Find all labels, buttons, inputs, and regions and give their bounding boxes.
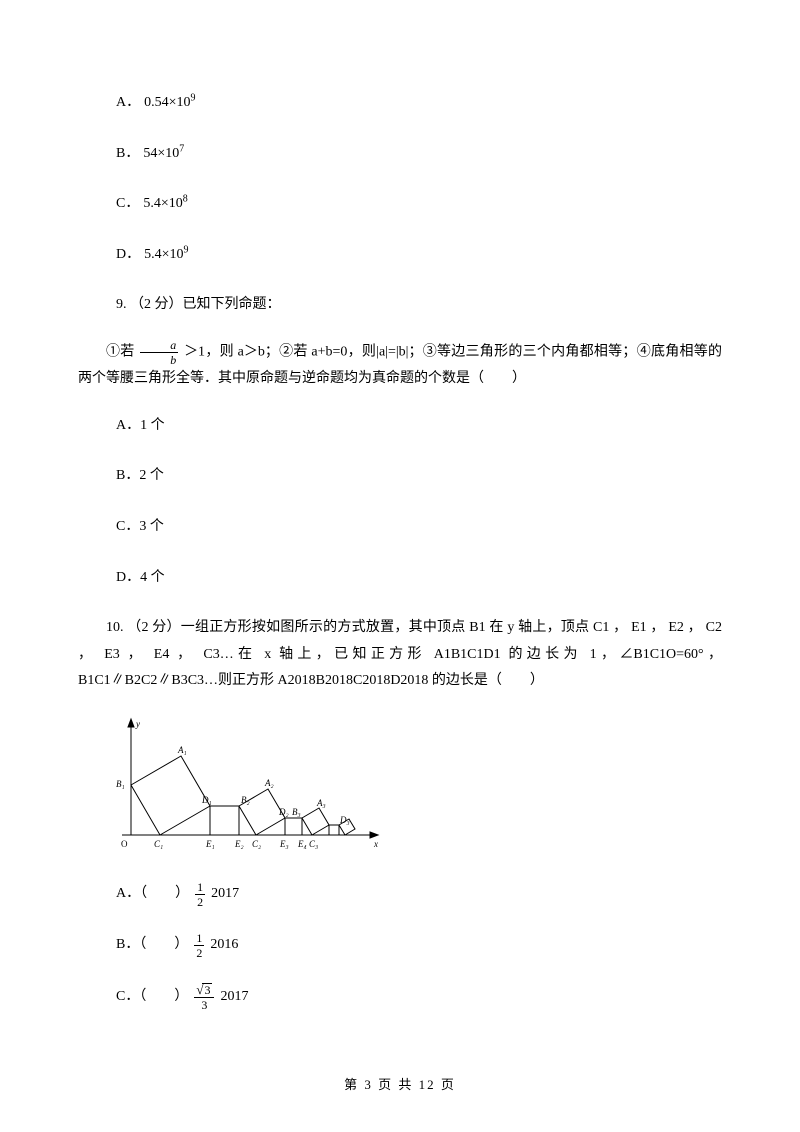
svg-text:B₃: B₃ (292, 807, 301, 817)
option-label: A．（ ） (116, 881, 189, 908)
page-content: A． 0.54×109 B． 54×107 C． 5.4×108 D． 5.4×… (0, 0, 800, 1085)
svg-text:C₂: C₂ (252, 839, 261, 849)
svg-text:O: O (121, 839, 128, 849)
fraction-icon: 1 2 (195, 881, 205, 908)
svg-text:A₂: A₂ (264, 778, 274, 788)
fraction-icon: √3 3 (194, 983, 214, 1011)
fraction-icon: 1 2 (194, 932, 204, 959)
svg-text:B₁: B₁ (116, 779, 125, 789)
fraction-a-over-b: a b (140, 339, 178, 366)
q8-option-b: B． 54×107 (78, 141, 722, 168)
svg-text:D₂: D₂ (278, 807, 289, 817)
q9-option-b: B．2 个 (78, 463, 722, 490)
exponent: 2016 (210, 932, 238, 959)
q10-option-c: C．（ ） √3 3 2017 (78, 983, 722, 1011)
svg-text:E₃: E₃ (279, 839, 289, 849)
q9-option-a: A．1 个 (78, 413, 722, 440)
exponent: 2017 (220, 984, 248, 1011)
q9-propositions: ①若 a b ＞1，则 a＞b；②若 a+b=0，则|a|=|b|；③等边三角形… (78, 339, 722, 393)
q10-figure: y x O A₁ B₁ C₁ D₁ E₁ E₂ A₂ B₂ C₂ D₂ E₃ E… (78, 715, 722, 855)
option-label: D． (116, 242, 140, 269)
q8-option-d: D． 5.4×109 (78, 242, 722, 269)
option-label: C．（ ） (116, 984, 188, 1011)
q9-option-c: C．3 个 (78, 514, 722, 541)
svg-text:y: y (135, 719, 140, 729)
option-expr: 5.4×109 (144, 242, 188, 269)
svg-text:x: x (373, 839, 378, 849)
svg-text:C₁: C₁ (154, 839, 163, 849)
option-expr: 0.54×109 (144, 90, 195, 117)
svg-text:A₃: A₃ (316, 798, 326, 808)
q10-option-a: A．（ ） 1 2 2017 (78, 881, 722, 908)
svg-text:A₁: A₁ (177, 745, 187, 755)
svg-text:E₂: E₂ (234, 839, 244, 849)
svg-text:E₄: E₄ (297, 839, 307, 849)
option-expr: 5.4×108 (143, 191, 187, 218)
q10-option-b: B．（ ） 1 2 2016 (78, 932, 722, 959)
q10-stem: 10. （2 分）一组正方形按如图所示的方式放置，其中顶点 B1 在 y 轴上，… (78, 615, 722, 695)
svg-text:D₃: D₃ (339, 815, 350, 825)
option-label: B．（ ） (116, 932, 188, 959)
svg-text:C₃: C₃ (309, 839, 318, 849)
svg-text:B₂: B₂ (241, 795, 250, 805)
q9-option-d: D．4 个 (78, 565, 722, 592)
option-label: C． (116, 191, 139, 218)
q8-option-c: C． 5.4×108 (78, 191, 722, 218)
q8-option-a: A． 0.54×109 (78, 90, 722, 117)
svg-text:D₁: D₁ (201, 795, 212, 805)
svg-text:E₁: E₁ (205, 839, 215, 849)
page-footer: 第 3 页 共 12 页 (0, 1073, 800, 1098)
exponent: 2017 (211, 881, 239, 908)
q9-stem: 9. （2 分）已知下列命题： (78, 292, 722, 319)
option-label: A． (116, 90, 140, 117)
sqrt-icon: √3 (196, 983, 212, 996)
option-label: B． (116, 141, 139, 168)
option-expr: 54×107 (143, 141, 184, 168)
squares-diagram: y x O A₁ B₁ C₁ D₁ E₁ E₂ A₂ B₂ C₂ D₂ E₃ E… (116, 715, 386, 855)
